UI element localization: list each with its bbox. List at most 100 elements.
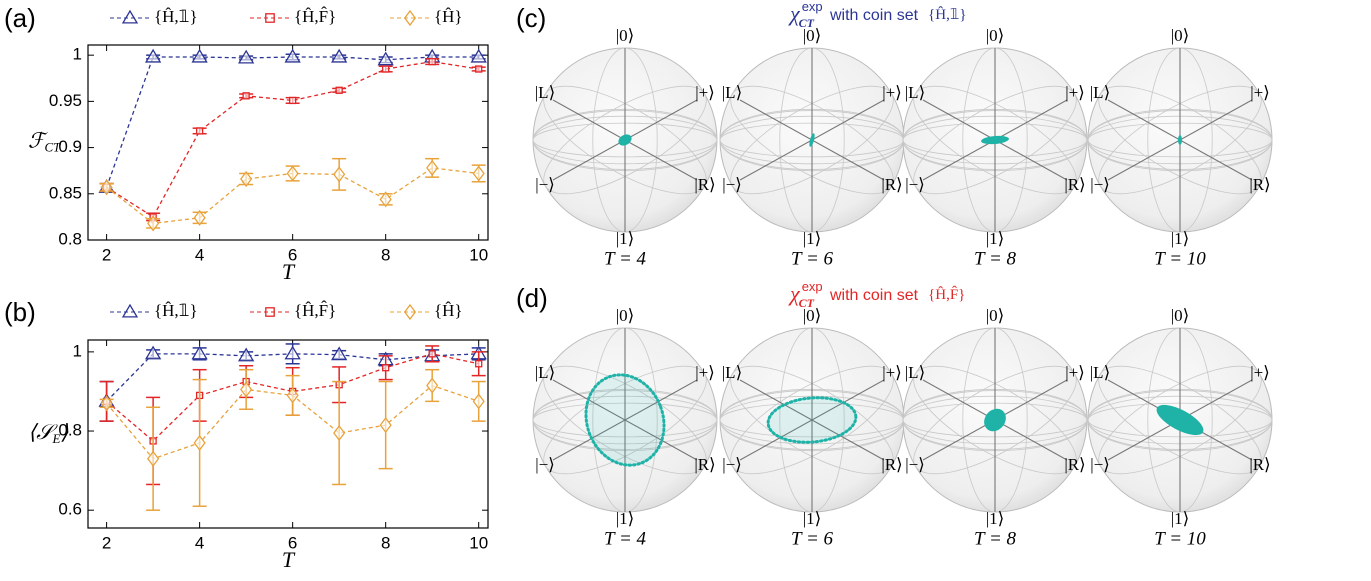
- point: [101, 396, 112, 410]
- point: [290, 97, 296, 103]
- y-tick-label: 0.8: [58, 229, 82, 248]
- point: [383, 66, 389, 72]
- state-label: |R⟩: [694, 455, 715, 474]
- title-text: with coin set: [829, 287, 919, 304]
- y-tick-label: 0.9: [58, 137, 82, 156]
- state-label: |1⟩: [1171, 509, 1190, 528]
- y-tick-label: 1: [73, 45, 82, 64]
- state-label: |R⟩: [1249, 175, 1270, 194]
- state-label: |L⟩: [722, 363, 742, 382]
- figure: (a)0.80.850.90.951246810TℱCT{Ĥ,𝟙}{Ĥ,F̂}{…: [0, 0, 1371, 576]
- state-label: |+⟩: [695, 363, 715, 382]
- legend-marker: [123, 305, 137, 317]
- state-label: |−⟩: [722, 455, 742, 474]
- title-set: {Ĥ,F̂}: [928, 286, 965, 303]
- sphere-caption: T = 8: [974, 248, 1017, 269]
- state-label: |1⟩: [616, 229, 635, 248]
- point: [336, 87, 342, 93]
- state-label: |+⟩: [882, 363, 902, 382]
- panel-label: (b): [4, 297, 36, 327]
- state-label: |R⟩: [1249, 455, 1270, 474]
- state-label: |−⟩: [905, 455, 925, 474]
- legend-label: {Ĥ,𝟙}: [154, 301, 198, 320]
- y-tick-label: 0.95: [49, 91, 82, 110]
- point: [380, 418, 391, 432]
- state-label: |1⟩: [986, 509, 1005, 528]
- y-axis-label: ⟨𝒮E⟩: [28, 420, 69, 446]
- state-label: |L⟩: [535, 83, 555, 102]
- plot-frame: [88, 45, 488, 240]
- point: [146, 50, 160, 62]
- sphere-caption: T = 4: [604, 528, 647, 549]
- point: [472, 50, 486, 62]
- point: [193, 50, 207, 62]
- point: [476, 66, 482, 72]
- state-label: |L⟩: [1090, 363, 1110, 382]
- state-label: |L⟩: [905, 363, 925, 382]
- title-sup: exp: [802, 0, 823, 14]
- state-label: |1⟩: [616, 509, 635, 528]
- state-label: |L⟩: [535, 363, 555, 382]
- legend-label: {Ĥ}: [434, 7, 463, 26]
- point: [332, 50, 346, 62]
- point: [287, 166, 298, 180]
- state-label: |0⟩: [986, 306, 1005, 325]
- series-line: [107, 62, 479, 217]
- legend-label: {Ĥ,F̂}: [294, 301, 336, 320]
- state-label: |1⟩: [986, 229, 1005, 248]
- state-label: |L⟩: [1090, 83, 1110, 102]
- state-label: |−⟩: [905, 175, 925, 194]
- state-label: |0⟩: [1171, 26, 1190, 45]
- y-label-end: ⟩: [60, 420, 68, 444]
- state-label: |−⟩: [722, 175, 742, 194]
- state-label: |+⟩: [1065, 363, 1085, 382]
- x-tick-label: 4: [195, 245, 204, 264]
- legend-marker: [123, 11, 137, 23]
- x-axis-label: T: [282, 259, 296, 284]
- state-label: |1⟩: [803, 229, 822, 248]
- state-label: |1⟩: [1171, 229, 1190, 248]
- state-label: |R⟩: [881, 455, 902, 474]
- y-label-sub: CT: [45, 139, 62, 154]
- point: [197, 128, 203, 134]
- x-tick-label: 8: [381, 245, 390, 264]
- point: [427, 161, 438, 175]
- title-text: with coin set: [829, 7, 919, 24]
- state-label: |+⟩: [1065, 83, 1085, 102]
- y-tick-label: 0.85: [49, 183, 82, 202]
- x-tick-label: 2: [102, 245, 111, 264]
- y-axis-label: ℱCT: [28, 128, 61, 154]
- point: [243, 93, 249, 99]
- x-tick-label: 2: [102, 533, 111, 552]
- point: [241, 382, 252, 396]
- point: [429, 59, 435, 65]
- state-label: |R⟩: [1064, 455, 1085, 474]
- state-label: |−⟩: [535, 455, 555, 474]
- panel-label: (c): [516, 3, 546, 33]
- point: [379, 53, 393, 65]
- legend-label: {Ĥ,F̂}: [294, 7, 336, 26]
- point: [429, 351, 435, 357]
- sphere-caption: T = 4: [604, 248, 647, 269]
- y-tick-label: 0.6: [58, 500, 82, 519]
- sphere-caption: T = 10: [1154, 248, 1206, 269]
- x-tick-label: 10: [469, 533, 488, 552]
- state-label: |R⟩: [1064, 175, 1085, 194]
- point: [239, 349, 253, 361]
- state-label: |R⟩: [694, 175, 715, 194]
- sphere-caption: T = 8: [974, 528, 1017, 549]
- panel-label: (d): [516, 283, 548, 313]
- point: [473, 166, 484, 180]
- state-label: |+⟩: [695, 83, 715, 102]
- y-label-sub: E: [51, 431, 60, 446]
- point: [286, 50, 300, 62]
- state-label: |+⟩: [1250, 363, 1270, 382]
- state-label: |0⟩: [616, 26, 635, 45]
- sphere-caption: T = 6: [791, 528, 834, 549]
- title-sup: exp: [802, 279, 823, 294]
- point: [286, 347, 300, 359]
- state-label: |−⟩: [1090, 175, 1110, 194]
- panel-label: (a): [4, 3, 36, 33]
- state-label: |+⟩: [1250, 83, 1270, 102]
- state-label: |L⟩: [905, 83, 925, 102]
